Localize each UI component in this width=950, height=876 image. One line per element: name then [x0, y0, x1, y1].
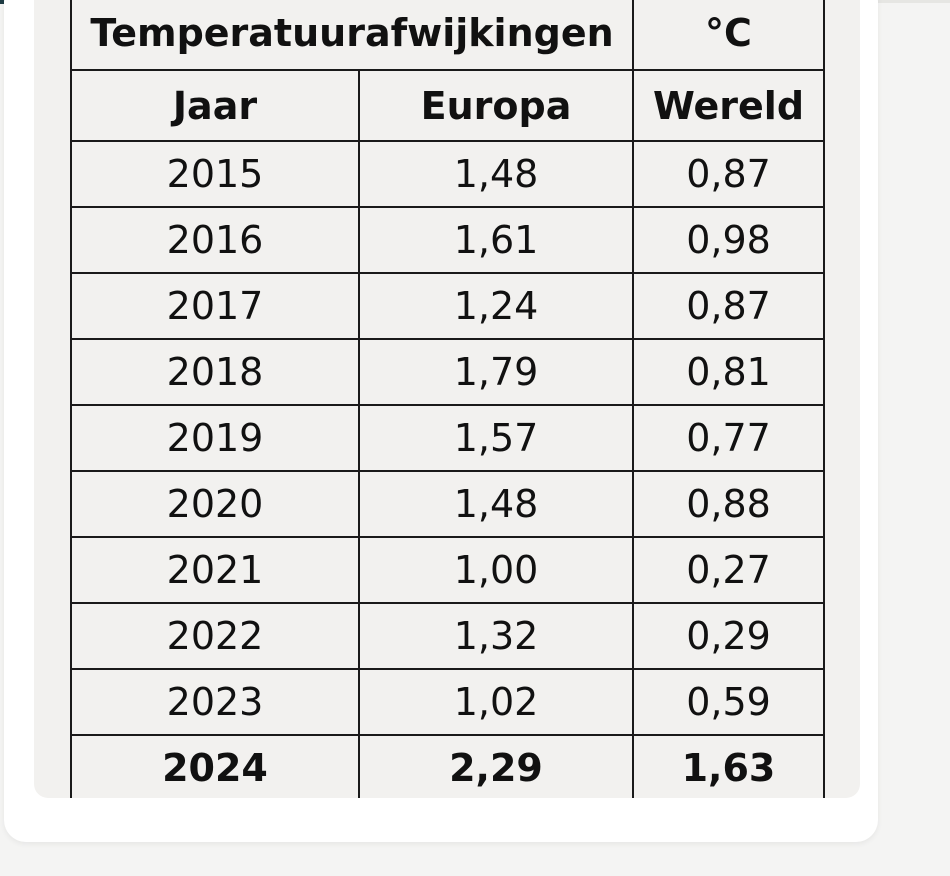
table-row: 2024 2,29 1,63	[70, 734, 825, 798]
cell-europa: 1,48	[358, 140, 634, 208]
cell-europa: 1,32	[358, 602, 634, 670]
table-panel: Temperatuurafwijkingen °C Jaar Europa We…	[34, 0, 860, 798]
cell-europa: 1,02	[358, 668, 634, 736]
cell-europa: 1,57	[358, 404, 634, 472]
cell-jaar: 2021	[70, 536, 360, 604]
table-row: 2022 1,32 0,29	[70, 602, 825, 670]
table-title-row: Temperatuurafwijkingen °C	[70, 0, 825, 71]
cell-jaar: 2015	[70, 140, 360, 208]
table-body: 2015 1,48 0,87 2016 1,61 0,98 2017 1,24 0,87 2018…	[70, 140, 825, 798]
cell-wereld: 0,81	[632, 338, 825, 406]
cell-wereld: 0,98	[632, 206, 825, 274]
table-row: 2016 1,61 0,98	[70, 206, 825, 274]
cell-europa: 1,79	[358, 338, 634, 406]
cell-jaar: 2022	[70, 602, 360, 670]
cell-europa: 1,61	[358, 206, 634, 274]
cell-jaar: 2023	[70, 668, 360, 736]
table-card: Temperatuurafwijkingen °C Jaar Europa We…	[4, 0, 878, 842]
cell-wereld: 0,88	[632, 470, 825, 538]
table-row: 2021 1,00 0,27	[70, 536, 825, 604]
cell-wereld: 0,77	[632, 404, 825, 472]
table-row: 2015 1,48 0,87	[70, 140, 825, 208]
cell-wereld: 1,63	[632, 734, 825, 798]
cell-jaar: 2018	[70, 338, 360, 406]
column-header-jaar: Jaar	[70, 69, 360, 142]
cell-wereld: 0,87	[632, 272, 825, 340]
table-title: Temperatuurafwijkingen	[70, 0, 634, 71]
cell-europa: 1,00	[358, 536, 634, 604]
cell-jaar: 2024	[70, 734, 360, 798]
table-row: 2023 1,02 0,59	[70, 668, 825, 736]
column-header-europa: Europa	[358, 69, 634, 142]
table-row: 2019 1,57 0,77	[70, 404, 825, 472]
cell-wereld: 0,29	[632, 602, 825, 670]
cell-jaar: 2017	[70, 272, 360, 340]
cell-jaar: 2020	[70, 470, 360, 538]
cell-jaar: 2016	[70, 206, 360, 274]
cell-jaar: 2019	[70, 404, 360, 472]
cell-wereld: 0,59	[632, 668, 825, 736]
cell-europa: 1,48	[358, 470, 634, 538]
column-header-wereld: Wereld	[632, 69, 825, 142]
cell-europa: 1,24	[358, 272, 634, 340]
table-row: 2017 1,24 0,87	[70, 272, 825, 340]
temperature-table: Temperatuurafwijkingen °C Jaar Europa We…	[70, 0, 825, 798]
cell-wereld: 0,27	[632, 536, 825, 604]
cell-europa: 2,29	[358, 734, 634, 798]
table-row: 2020 1,48 0,88	[70, 470, 825, 538]
table-header-row: Jaar Europa Wereld	[70, 69, 825, 142]
cell-wereld: 0,87	[632, 140, 825, 208]
table-unit: °C	[632, 0, 825, 71]
table-row: 2018 1,79 0,81	[70, 338, 825, 406]
